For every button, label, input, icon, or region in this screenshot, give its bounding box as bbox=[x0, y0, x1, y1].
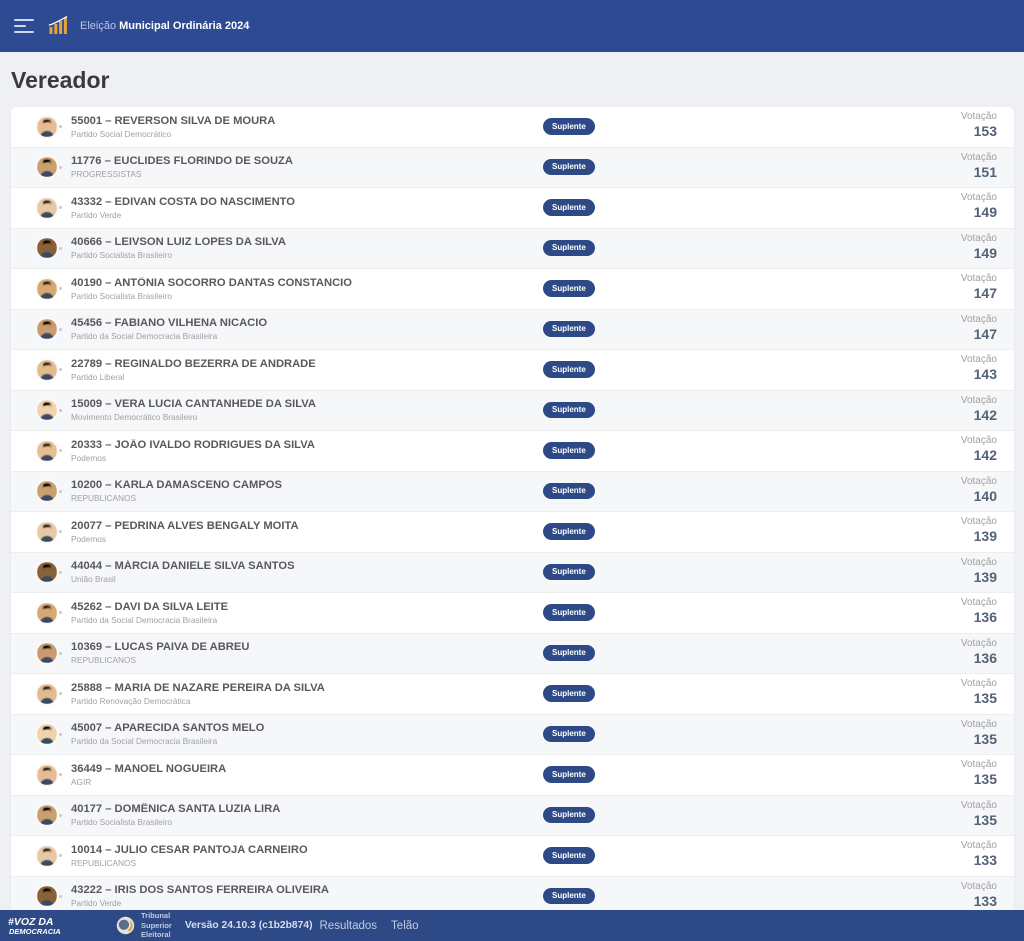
svg-text:DEMOCRACIA: DEMOCRACIA bbox=[9, 927, 61, 936]
